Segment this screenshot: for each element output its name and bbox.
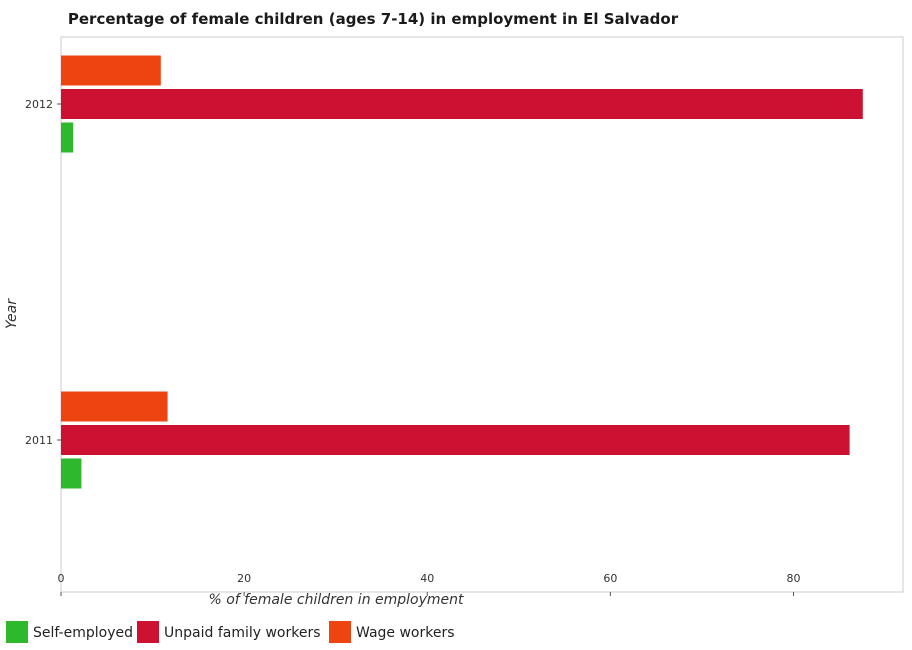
bar-wage-workers-2012	[61, 55, 161, 86]
legend-label-self-employed: Self-employed	[33, 625, 133, 641]
x-tick-label-80: 80	[786, 572, 800, 585]
legend-label-unpaid-family-workers: Unpaid family workers	[164, 625, 321, 641]
bar-self-employed-2012	[61, 122, 74, 153]
plot-area	[60, 36, 904, 593]
legend: Self-employed Unpaid family workers Wage w…	[6, 621, 455, 643]
bar-unpaid-family-workers-2012	[61, 89, 863, 119]
y-tick-label-2012: 2012	[25, 98, 53, 111]
bars-group	[61, 55, 863, 489]
bar-self-employed-2011	[61, 458, 82, 489]
x-tick-label-20: 20	[237, 572, 251, 585]
chart-title: Percentage of female children (ages 7-14…	[68, 10, 679, 28]
x-axis-label: % of female children in employment	[208, 592, 464, 608]
x-tick-label-40: 40	[420, 572, 434, 585]
bar-unpaid-family-workers-2011	[61, 425, 850, 455]
legend-swatch-self-employed	[6, 621, 28, 643]
legend-swatch-unpaid-family-workers	[137, 621, 159, 643]
bar-wage-workers-2011	[61, 391, 168, 422]
y-tick-labels: 2011 2012	[25, 98, 61, 447]
legend-label-wage-workers: Wage workers	[356, 625, 455, 641]
y-tick-label-2011: 2011	[25, 434, 53, 447]
legend-swatch-wage-workers	[329, 621, 351, 643]
x-tick-label-0: 0	[58, 572, 65, 585]
x-tick-label-60: 60	[603, 572, 617, 585]
y-axis-label: Year	[4, 298, 20, 329]
x-tick-labels: 0 20 40 60 80	[58, 572, 800, 596]
